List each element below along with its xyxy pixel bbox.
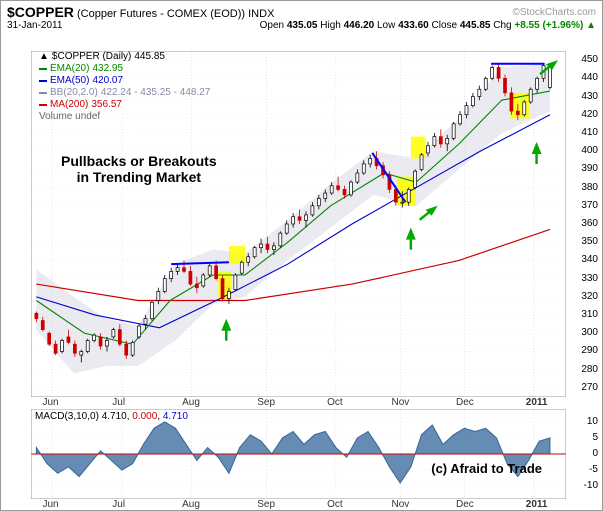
copyright: (c) Afraid to Trade: [431, 461, 542, 476]
chart-container: $COPPER (Copper Futures - COMEX (EOD)) I…: [0, 0, 603, 511]
ohlc: Open 435.05 High 446.20 Low 433.60 Close…: [260, 20, 596, 31]
source: ©StockCharts.com: [512, 7, 596, 18]
macd-legend: MACD(3,10,0) 4.710, 0.000, 4.710: [35, 411, 188, 422]
date: 31-Jan-2011: [7, 20, 62, 31]
annotation-text: Pullbacks or Breakouts in Trending Marke…: [61, 153, 217, 185]
symbol: $COPPER: [7, 4, 74, 20]
chart-header: $COPPER (Copper Futures - COMEX (EOD)) I…: [1, 1, 602, 31]
description: (Copper Futures - COMEX (EOD)) INDX: [77, 8, 274, 20]
legend: ▲$COPPER (Daily) 445.85 EMA(20) 432.95 E…: [33, 51, 216, 123]
macd-chart: [31, 409, 566, 499]
